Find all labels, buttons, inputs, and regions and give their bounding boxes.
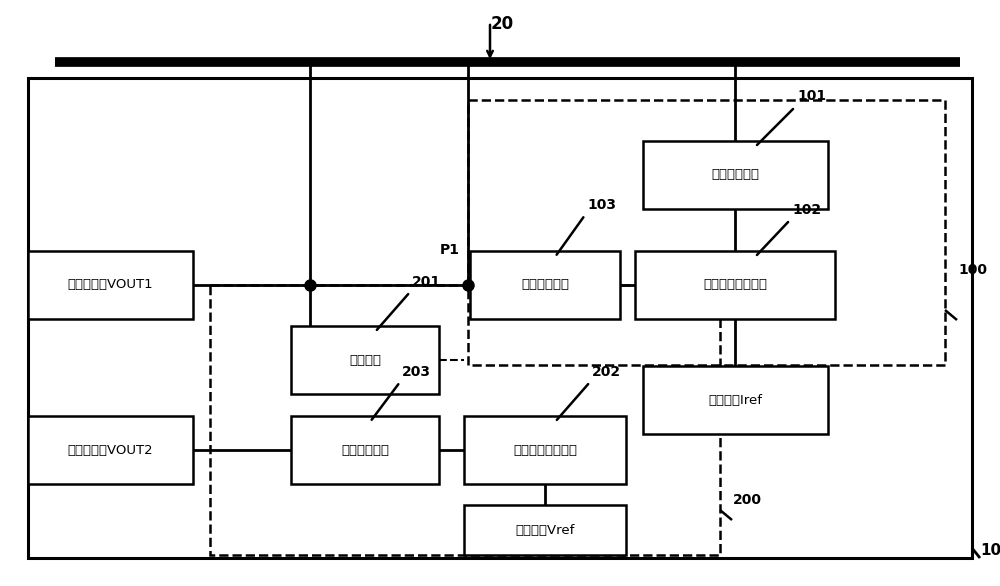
Text: 参考电流Iref: 参考电流Iref (708, 394, 762, 407)
Bar (464, 416, 626, 484)
Bar (642, 141, 828, 209)
Bar (210, 285, 720, 555)
Text: 电流采样单元: 电流采样单元 (711, 169, 759, 182)
Bar (642, 366, 828, 434)
Bar (470, 251, 620, 319)
Text: 201: 201 (412, 275, 441, 289)
Text: 103: 103 (587, 198, 616, 212)
Text: 第一跨导单元: 第一跨导单元 (521, 278, 569, 291)
Bar (464, 505, 626, 555)
Text: 20: 20 (490, 15, 514, 33)
Bar (635, 251, 835, 319)
Text: 参考电压Vref: 参考电压Vref (515, 523, 575, 537)
Bar (291, 326, 439, 394)
Bar (291, 416, 439, 484)
Text: 202: 202 (592, 365, 621, 379)
Text: 第一输出端VOUT1: 第一输出端VOUT1 (67, 278, 153, 291)
Text: 第二跨导单元: 第二跨导单元 (341, 444, 389, 456)
Text: 100: 100 (958, 263, 987, 277)
Text: P1: P1 (440, 243, 460, 257)
Text: 10: 10 (980, 543, 1000, 558)
Text: 200: 200 (733, 493, 762, 507)
Text: 102: 102 (792, 203, 821, 217)
Text: 第二误差放大单元: 第二误差放大单元 (513, 444, 577, 456)
Text: 101: 101 (797, 89, 826, 103)
Text: 203: 203 (402, 365, 431, 379)
Text: 第二输出端VOUT2: 第二输出端VOUT2 (67, 444, 153, 456)
Bar (28, 416, 192, 484)
Text: 第一误差放大单元: 第一误差放大单元 (703, 278, 767, 291)
Bar (28, 251, 192, 319)
Bar (28, 78, 972, 558)
Text: 分压单元: 分压单元 (349, 353, 381, 366)
Bar (468, 100, 945, 365)
